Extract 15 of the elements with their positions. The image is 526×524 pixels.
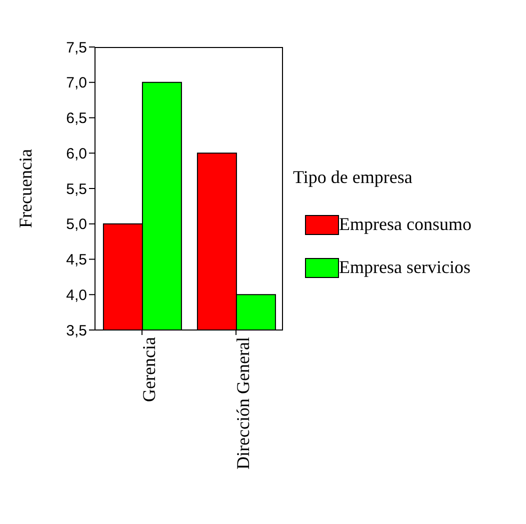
y-tick-label: 5,5 [66,180,87,198]
legend-title: Tipo de empresa [293,167,414,188]
y-tick-label: 7,5 [66,39,87,56]
y-tick-label: 7,0 [66,74,87,92]
y-tick-label: 6,0 [66,145,87,162]
y-tick-label: 3,5 [66,322,87,340]
x-tick-label: Dirección General [232,337,253,470]
x-tick-label: Gerencia [138,336,159,402]
y-tick-label: 6,5 [66,110,87,128]
legend-label: Empresa consumo [339,214,472,235]
legend-label: Empresa servicios [339,257,470,278]
y-tick-label: 4,0 [66,286,87,304]
y-tick-label: 4,5 [66,252,87,269]
y-axis-title: Frecuencia [15,149,36,228]
y-tick-label: 5,0 [66,216,87,234]
